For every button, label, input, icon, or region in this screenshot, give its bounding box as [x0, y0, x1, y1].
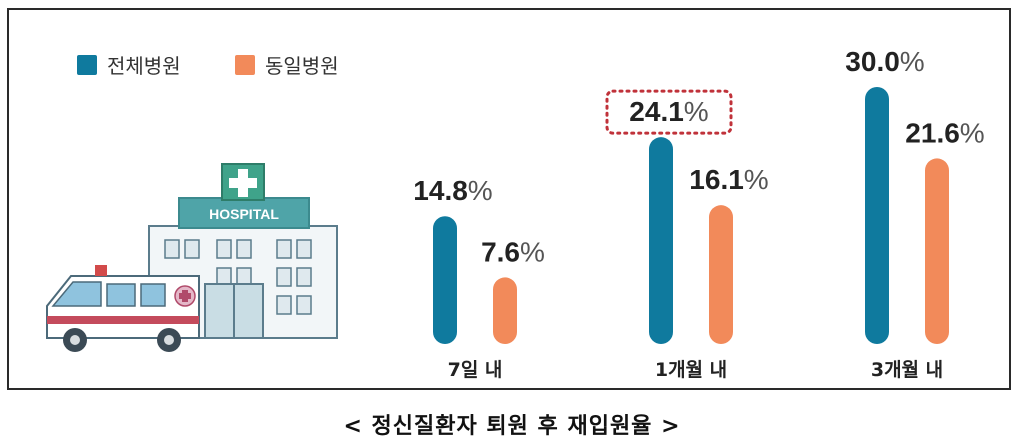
- bar-total: [433, 216, 457, 344]
- hospital-illustration: HOSPITAL: [46, 163, 338, 352]
- ambulance-icon: [46, 265, 200, 352]
- legend-swatch-total: [77, 54, 97, 75]
- bar-total: [649, 137, 673, 344]
- x-tick-label: 1개월 내: [655, 359, 727, 381]
- data-label: 30.0%: [845, 46, 924, 77]
- data-label: 21.6%: [905, 117, 984, 148]
- data-label: 7.6%: [481, 236, 545, 267]
- bar-same: [925, 158, 949, 344]
- hospital-sign-text: HOSPITAL: [209, 206, 279, 222]
- x-tick-label: 7일 내: [448, 359, 503, 381]
- data-label: 24.1%: [629, 96, 708, 127]
- legend-item-same: 동일병원: [235, 50, 339, 79]
- legend-label-total: 전체병원: [107, 54, 181, 78]
- chart-frame: 전체병원 동일병원 HOSPITAL: [7, 8, 1011, 390]
- chart-caption: < 정신질환자 퇴원 후 재입원율 >: [343, 414, 681, 439]
- bar-chart: HOSPITAL: [46, 46, 985, 381]
- bar-total: [865, 87, 889, 344]
- highlight-box: [605, 89, 733, 135]
- data-label: 16.1%: [689, 164, 768, 195]
- data-label: 14.8%: [413, 175, 492, 206]
- bar-same: [709, 205, 733, 344]
- legend-label-same: 동일병원: [265, 54, 339, 78]
- bar-same: [493, 277, 517, 344]
- x-tick-label: 3개월 내: [871, 359, 943, 381]
- legend-swatch-same: [235, 54, 255, 75]
- legend-item-total: 전체병원: [77, 50, 181, 79]
